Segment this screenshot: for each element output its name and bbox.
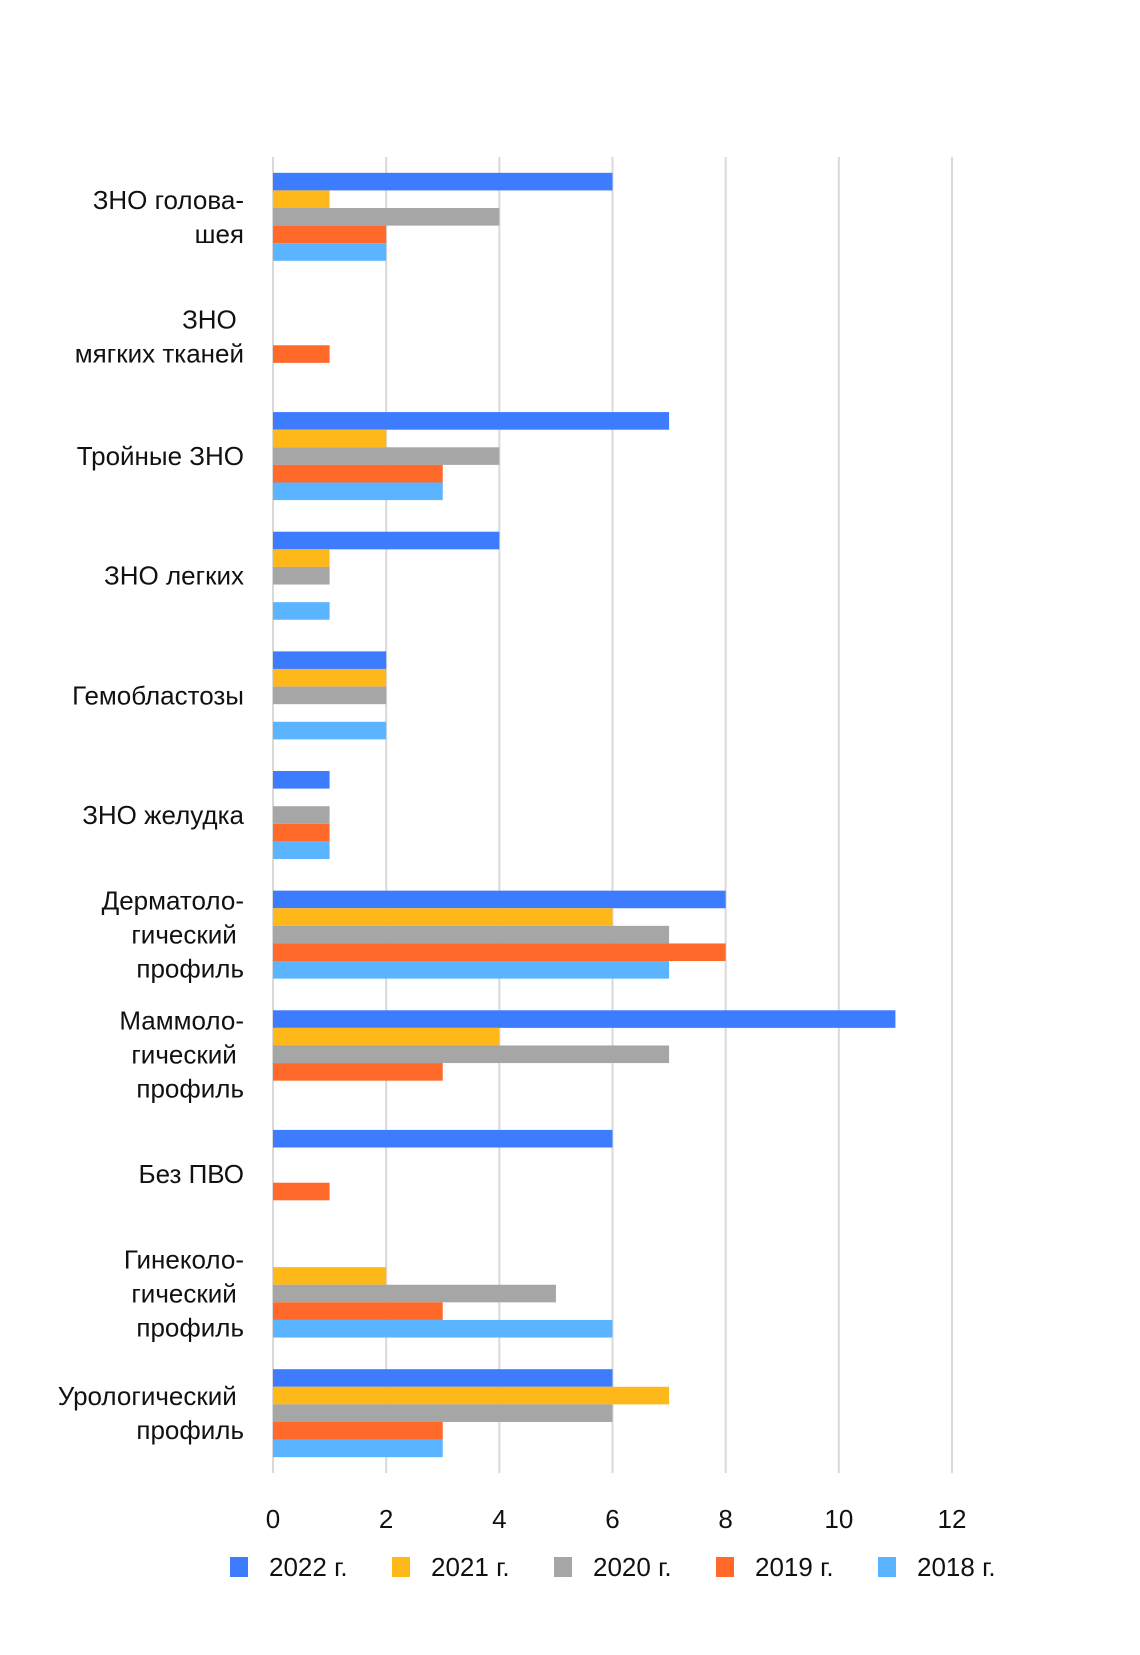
bar bbox=[273, 602, 330, 620]
bar bbox=[273, 482, 443, 501]
x-tick-label: 2 bbox=[379, 1504, 393, 1534]
category-label: Гинеколо-гический профиль bbox=[124, 1245, 244, 1343]
bar bbox=[273, 243, 387, 261]
legend-label: 2019 г. bbox=[755, 1552, 834, 1582]
bar bbox=[273, 566, 330, 585]
category-label: Без ПВО bbox=[139, 1159, 245, 1189]
category-label: Тройные ЗНО bbox=[77, 441, 244, 471]
x-tick-label: 8 bbox=[718, 1504, 732, 1534]
category-label: ЗНО легких bbox=[104, 561, 244, 591]
bar bbox=[273, 1063, 443, 1081]
category-label: Маммоло-гический профиль bbox=[119, 1005, 244, 1103]
legend-swatch bbox=[716, 1557, 734, 1577]
bar bbox=[273, 925, 670, 944]
bar bbox=[273, 464, 443, 483]
bar bbox=[273, 1439, 443, 1458]
bar bbox=[273, 806, 330, 824]
bar bbox=[273, 1284, 556, 1303]
bar bbox=[273, 429, 387, 448]
bar bbox=[273, 447, 500, 465]
x-tick-label: 12 bbox=[938, 1504, 967, 1534]
gridlines bbox=[272, 157, 953, 1473]
bar bbox=[273, 549, 330, 567]
category-label: ЗНО желудка bbox=[82, 800, 244, 830]
bar bbox=[273, 1386, 670, 1405]
bar bbox=[273, 531, 500, 550]
legend-label: 2021 г. bbox=[431, 1552, 510, 1582]
legend-swatch bbox=[554, 1557, 572, 1577]
bar bbox=[273, 686, 387, 705]
legend-label: 2018 г. bbox=[917, 1552, 996, 1582]
bar bbox=[273, 190, 330, 209]
bar bbox=[273, 721, 387, 740]
bar bbox=[273, 1045, 670, 1064]
category-label: Урологический профиль bbox=[58, 1381, 244, 1445]
bar bbox=[273, 1027, 500, 1046]
bar bbox=[273, 890, 726, 909]
bar bbox=[273, 345, 330, 363]
category-label: Дерматоло-гический профиль bbox=[102, 886, 244, 984]
x-axis-ticks: 0 2 4 6 8 10 12 bbox=[266, 1504, 967, 1534]
bar bbox=[273, 841, 330, 859]
bar bbox=[273, 208, 500, 226]
bar bbox=[273, 1267, 387, 1285]
bar bbox=[273, 651, 387, 669]
bar bbox=[273, 1369, 613, 1387]
bar bbox=[273, 1182, 330, 1201]
legend-swatch bbox=[878, 1557, 896, 1577]
category-labels: ЗНО голова-шея ЗНО мягких тканей Тройные З… bbox=[58, 185, 245, 1445]
bar bbox=[273, 1010, 896, 1028]
x-tick-label: 0 bbox=[266, 1504, 280, 1534]
bar bbox=[273, 961, 670, 979]
legend-label: 2020 г. bbox=[593, 1552, 672, 1582]
bars bbox=[273, 172, 896, 1458]
legend-swatch bbox=[230, 1557, 248, 1577]
category-label: Гемобластозы bbox=[72, 680, 244, 710]
bar bbox=[273, 668, 387, 687]
legend-swatch bbox=[392, 1557, 410, 1577]
legend: 2022 г. 2021 г. 2020 г. 2019 г. 2018 г. bbox=[230, 1552, 996, 1582]
bar bbox=[273, 412, 670, 430]
bar bbox=[273, 1302, 443, 1320]
bar bbox=[273, 1421, 443, 1440]
x-tick-label: 6 bbox=[605, 1504, 619, 1534]
bar bbox=[273, 771, 330, 789]
x-tick-label: 4 bbox=[492, 1504, 506, 1534]
bar bbox=[273, 225, 387, 244]
bar bbox=[273, 1129, 613, 1148]
bar bbox=[273, 908, 613, 926]
bar bbox=[273, 172, 613, 191]
category-label: ЗНО голова-шея bbox=[93, 185, 244, 249]
bar bbox=[273, 1404, 613, 1422]
x-tick-label: 10 bbox=[824, 1504, 853, 1534]
legend-label: 2022 г. bbox=[269, 1552, 348, 1582]
bar bbox=[273, 943, 726, 962]
bar bbox=[273, 1319, 613, 1338]
bar bbox=[273, 823, 330, 842]
category-label: ЗНО мягких тканей bbox=[75, 304, 244, 368]
